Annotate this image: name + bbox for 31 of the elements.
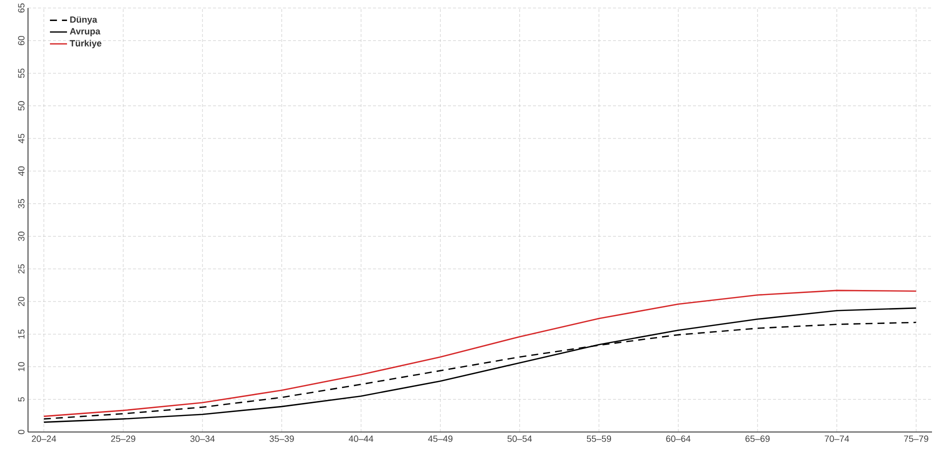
- line-series: [43, 307, 917, 423]
- x-tick-label: 60–64: [666, 436, 690, 442]
- y-tick-label: 30: [18, 232, 24, 241]
- y-tick-label: 25: [18, 264, 24, 274]
- y-tick-label: 0: [18, 430, 24, 434]
- x-tick-label: 45–49: [428, 436, 452, 442]
- y-tick-label: 60: [18, 36, 24, 46]
- x-tick-label: 20–24: [32, 436, 56, 442]
- y-tick-label: 5: [18, 397, 24, 402]
- y-tick-label: 15: [18, 330, 24, 338]
- x-tick-label: 25–29: [111, 436, 136, 442]
- y-tick-label: 40: [18, 166, 24, 176]
- y-tick-label: 35: [18, 199, 24, 208]
- line-series: [43, 290, 917, 417]
- legend-label: Dünya: [70, 16, 98, 25]
- y-tick-label: 50: [18, 101, 24, 110]
- x-tick-label: 35–39: [270, 436, 294, 442]
- y-tick-label: 20: [18, 296, 24, 306]
- x-tick-label: 40–44: [348, 436, 374, 442]
- x-tick-label: 55–59: [586, 436, 612, 442]
- legend-label: Türkiye: [70, 40, 102, 48]
- y-tick-label: 55: [18, 68, 24, 78]
- x-tick-label: 70–74: [824, 436, 850, 442]
- legend-label: Avrupa: [70, 28, 100, 36]
- x-tick-label: 50–54: [508, 436, 532, 442]
- y-tick-label: 10: [18, 362, 24, 372]
- y-tick-label: 45: [18, 134, 24, 144]
- x-tick-label: 65–69: [745, 436, 770, 442]
- x-tick-label: 75–79: [904, 436, 928, 442]
- y-tick-label: 65: [18, 3, 24, 13]
- x-tick-label: 30–34: [190, 436, 215, 442]
